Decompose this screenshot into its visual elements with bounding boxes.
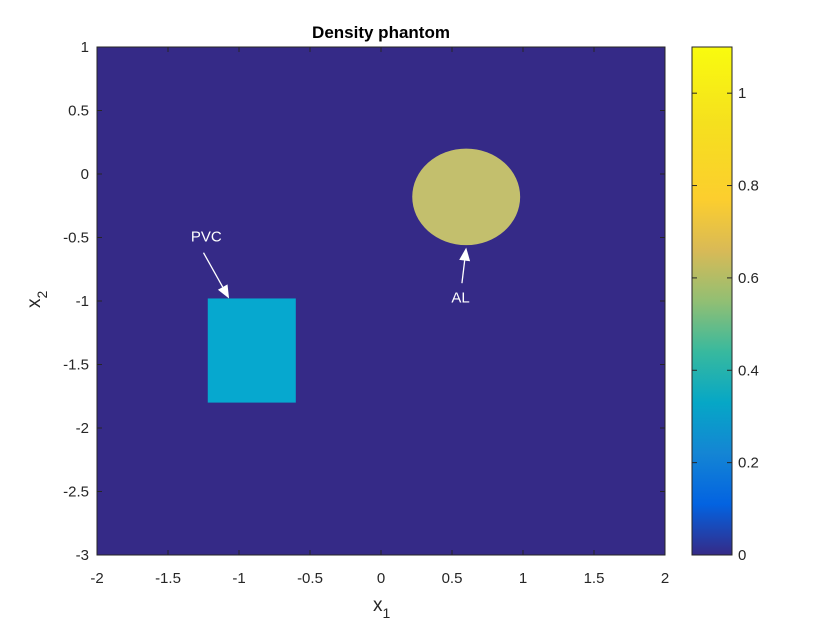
y-tick-label: -2: [76, 420, 89, 437]
x-axis-label-sub: 1: [383, 605, 391, 621]
x-tick-label: -2: [90, 570, 103, 587]
colorbar-tick-label: 1: [738, 85, 746, 102]
x-tick-label: -0.5: [297, 570, 323, 587]
y-tick-label: 0: [81, 166, 89, 183]
y-tick-label: -2.5: [63, 484, 89, 501]
annotation-al-label: AL: [451, 289, 469, 306]
y-tick-label: -1.5: [63, 357, 89, 374]
y-tick-label: -0.5: [63, 230, 89, 247]
y-axis-label: x2: [24, 291, 50, 309]
annotation-pvc-arrow-line: [202, 252, 224, 288]
annotation-pvc-label: PVC: [191, 228, 222, 245]
region-pvc: [207, 298, 296, 403]
chart-title: Density phantom: [312, 23, 450, 42]
y-tick-label: -1: [76, 293, 89, 310]
x-axis: -2 -1.5 -1 -0.5 0 0.5 1 1.5 2: [90, 47, 669, 587]
colorbar-tick-label: 0.4: [738, 362, 759, 379]
annotation-al-arrow-line: [461, 260, 466, 284]
annotation-al-arrow-head: [459, 247, 471, 262]
colorbar-tick-label: 0.8: [738, 178, 759, 195]
y-axis-label-sub: 2: [34, 291, 50, 299]
colorbar-axis: 0 0.2 0.4 0.6 0.8 1: [692, 85, 759, 564]
x-tick-label: 1.5: [584, 570, 605, 587]
x-axis-label-base: x: [373, 595, 383, 616]
x-axis-label: x1: [373, 595, 391, 621]
y-tick-label: -3: [76, 547, 89, 564]
colorbar: [691, 46, 733, 556]
y-axis-label-base: x: [24, 298, 45, 308]
annotation-pvc-arrow-head: [217, 284, 230, 299]
colorbar-tick-label: 0.2: [738, 455, 759, 472]
phantom-regions: [207, 148, 521, 403]
y-tick-label: 0.5: [68, 103, 89, 120]
density-background: [97, 47, 665, 555]
x-tick-label: 1: [519, 570, 527, 587]
y-axis: 1 0.5 0 -0.5 -1 -1.5 -2 -2.5 -3: [63, 39, 665, 564]
x-tick-label: -1: [232, 570, 245, 587]
x-tick-label: 0.5: [442, 570, 463, 587]
colorbar-tick-label: 0: [738, 547, 746, 564]
x-tick-label: 2: [661, 570, 669, 587]
region-al: [412, 148, 521, 246]
x-tick-label: 0: [377, 570, 385, 587]
colorbar-tick-label: 0.6: [738, 270, 759, 287]
y-tick-label: 1: [81, 39, 89, 56]
annotations: PVC AL: [191, 228, 471, 306]
x-tick-label: -1.5: [155, 570, 181, 587]
